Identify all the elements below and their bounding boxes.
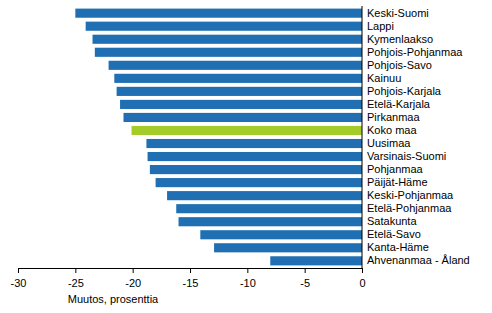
y-tick: Kanta-Häme [362, 241, 429, 253]
y-tick: Uusimaa [362, 137, 411, 149]
category-label: Etelä-Pohjanmaa [367, 202, 452, 214]
y-tick: Keski-Suomi [362, 7, 429, 19]
x-axis-title: Muutos, prosenttia [68, 293, 159, 305]
y-tick: Ahvenanmaa - Åland [362, 254, 470, 266]
x-tick-mark [247, 268, 248, 273]
y-tick: Etelä-Karjala [362, 98, 431, 110]
y-tick: Pirkanmaa [362, 111, 420, 123]
y-tick: Päijät-Häme [362, 176, 428, 188]
bar [148, 152, 362, 161]
category-label: Pohjanmaa [367, 163, 424, 175]
bar [156, 178, 362, 187]
y-tick: Varsinais-Suomi [362, 150, 446, 162]
bar [132, 126, 362, 135]
bar [95, 48, 362, 57]
x-tick-label: -10 [240, 277, 256, 289]
category-label: Lappi [367, 20, 394, 32]
x-tick: 0 [359, 268, 365, 289]
y-axis: Keski-SuomiLappiKymenlaaksoPohjois-Pohja… [362, 6, 470, 268]
category-label: Pohjois-Savo [367, 59, 432, 71]
x-tick-label: -15 [183, 277, 199, 289]
category-label: Kanta-Häme [367, 241, 429, 253]
x-tick: -10 [240, 268, 256, 289]
x-tick-mark [362, 268, 363, 273]
x-tick-mark [190, 268, 191, 273]
x-tick-mark [18, 268, 19, 273]
x-axis-line [19, 269, 363, 274]
y-tick: Pohjois-Karjala [362, 85, 442, 97]
x-tick: -20 [125, 268, 141, 289]
y-tick: Koko maa [362, 124, 417, 136]
chart: -30 -25 -20 -15 -10 -5 0 Keski-SuomiLappiKymenl… [0, 0, 492, 313]
bar [109, 61, 362, 70]
bars [75, 9, 362, 266]
bar [86, 22, 362, 31]
category-label: Kainuu [367, 72, 401, 84]
bar [93, 35, 362, 44]
y-tick: Etelä-Pohjanmaa [362, 202, 452, 214]
x-tick-label: -5 [300, 277, 310, 289]
bar [123, 113, 362, 122]
bar [146, 139, 362, 148]
y-tick: Pohjois-Pohjanmaa [362, 46, 463, 58]
bar [176, 204, 362, 213]
category-label: Etelä-Savo [367, 228, 421, 240]
y-tick: Pohjanmaa [362, 163, 424, 175]
x-tick: -15 [183, 268, 199, 289]
x-tick-mark [75, 268, 76, 273]
bar [167, 191, 362, 200]
category-label: Keski-Suomi [367, 7, 429, 19]
x-tick-mark [305, 268, 306, 273]
x-axis: -30 -25 -20 -15 -10 -5 0 [11, 268, 366, 289]
y-tick: Etelä-Savo [362, 228, 421, 240]
y-tick: Pohjois-Savo [362, 59, 432, 71]
bar [214, 243, 362, 252]
bar [179, 217, 362, 226]
y-axis-line [362, 6, 363, 268]
y-tick: Lappi [362, 20, 394, 32]
y-tick: Keski-Pohjanmaa [362, 189, 454, 201]
category-label: Pirkanmaa [367, 111, 420, 123]
y-tick: Kainuu [362, 72, 401, 84]
category-label: Satakunta [367, 215, 417, 227]
category-label: Pohjois-Karjala [367, 85, 442, 97]
x-tick-label: -30 [11, 277, 27, 289]
bar [200, 230, 362, 239]
category-label: Uusimaa [367, 137, 411, 149]
category-label: Keski-Pohjanmaa [367, 189, 454, 201]
category-label: Varsinais-Suomi [367, 150, 446, 162]
category-label: Koko maa [367, 124, 417, 136]
x-tick: -5 [300, 268, 310, 289]
bar [270, 256, 362, 265]
bar [117, 87, 362, 96]
bar [114, 74, 362, 83]
category-label: Kymenlaakso [367, 33, 433, 45]
bar [150, 165, 362, 174]
category-label: Etelä-Karjala [367, 98, 431, 110]
x-tick-mark [133, 268, 134, 273]
category-label: Päijät-Häme [367, 176, 428, 188]
bar [120, 100, 362, 109]
x-tick: -30 [11, 268, 27, 289]
y-tick: Kymenlaakso [362, 33, 433, 45]
x-tick-label: -20 [125, 277, 141, 289]
category-label: Ahvenanmaa - Åland [367, 254, 470, 266]
x-tick: -25 [68, 268, 84, 289]
y-tick: Satakunta [362, 215, 417, 227]
x-tick-label: 0 [359, 277, 365, 289]
x-tick-label: -25 [68, 277, 84, 289]
category-label: Pohjois-Pohjanmaa [367, 46, 463, 58]
bar [75, 9, 362, 18]
